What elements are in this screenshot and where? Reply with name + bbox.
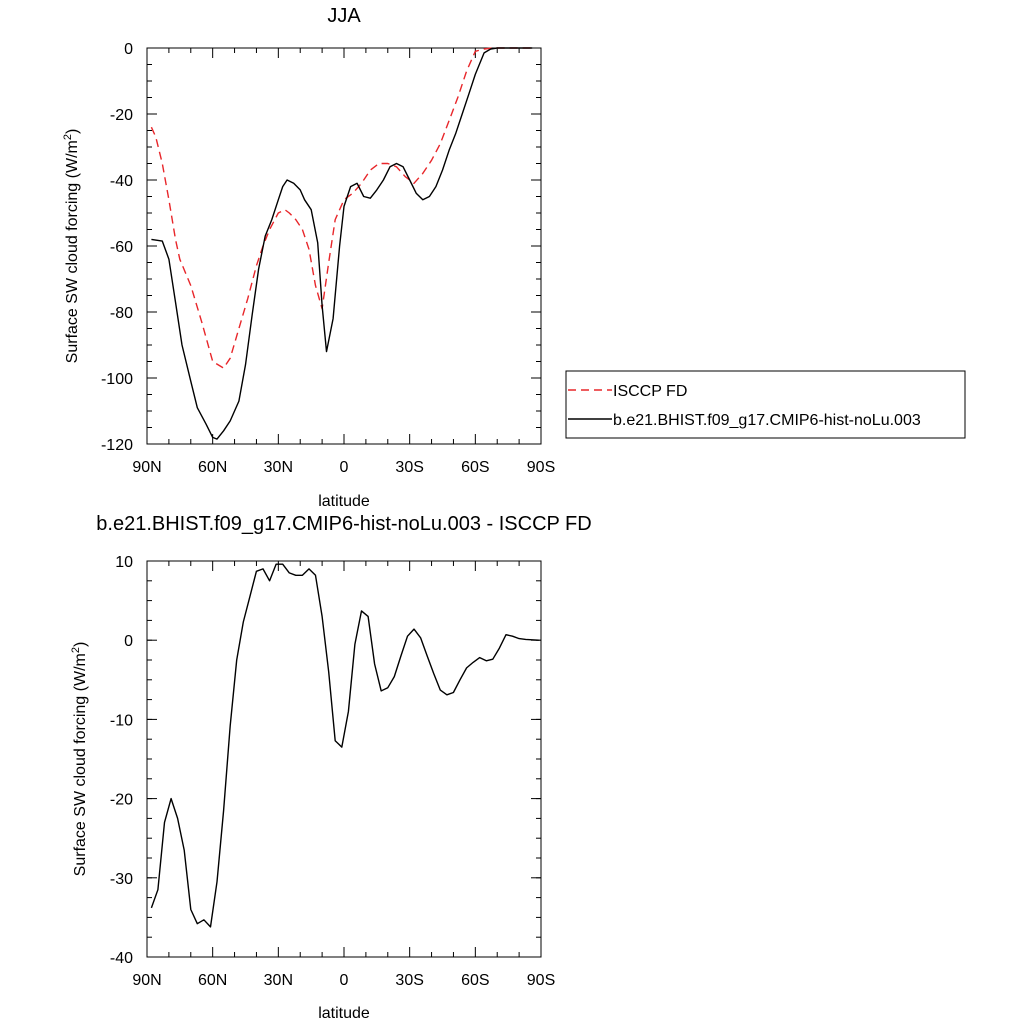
x-tick-label: 0 [340,459,349,476]
y-tick-label: 0 [124,41,133,58]
x-tick-label: 60S [461,459,489,476]
x-axis-label: latitude [318,1005,370,1022]
x-tick-label: 30S [395,459,423,476]
x-tick-label: 60N [198,459,227,476]
y-axis-label-sup: 2 [62,134,74,140]
x-tick-label: 90N [132,972,161,989]
legend-box [565,370,966,439]
y-axis-label: Surface SW cloud forcing (W/m2) [70,642,89,877]
x-tick-label: 30N [264,459,293,476]
y-tick-label: -20 [110,792,133,809]
x-tick-label: 90S [527,972,555,989]
y-tick-label: 0 [124,633,133,650]
y-axis-label: Surface SW cloud forcing (W/m2) [62,129,81,364]
x-tick-label: 30S [395,972,423,989]
y-axis-label-close: ) [72,642,89,647]
y-tick-label: -30 [110,871,133,888]
y-axis-label-text: Surface SW cloud forcing (W/m [64,140,81,363]
y-axis-label-sup: 2 [70,647,82,653]
y-axis-label-close: ) [64,129,81,134]
y-tick-label: -40 [110,950,133,967]
x-tick-label: 60N [198,972,227,989]
y-tick-label: -120 [101,437,133,454]
legend-label-model: b.e21.BHIST.f09_g17.CMIP6-hist-noLu.003 [613,412,921,429]
y-tick-label: -80 [110,305,133,322]
plot-frame [146,47,542,445]
plot-frame [146,560,542,958]
x-tick-label: 90N [132,459,161,476]
y-tick-label: -100 [101,371,133,388]
series-line-model [150,563,539,928]
bottom-panel-difference: 90N 60N 30N 0 30S 60S 90S 10 0 -10 -20 -30 -40 b.e21.… [70,513,592,1022]
y-tick-label: 10 [115,554,133,571]
x-tick-label: 90S [527,459,555,476]
y-tick-label: -20 [110,107,133,124]
chart-title: b.e21.BHIST.f09_g17.CMIP6-hist-noLu.003 … [96,513,591,535]
legend: ISCCP FD b.e21.BHIST.f09_g17.CMIP6-hist-n… [565,370,966,439]
chart-title: JJA [327,5,361,27]
series-line-isccp [150,47,533,369]
y-axis-label-text: Surface SW cloud forcing (W/m [72,653,89,876]
x-tick-label: 60S [461,972,489,989]
legend-label-isccp: ISCCP FD [613,383,687,400]
x-axis-label: latitude [318,493,370,510]
y-tick-label: -10 [110,712,133,729]
x-tick-label: 0 [340,972,349,989]
y-tick-label: -60 [110,239,133,256]
top-panel-jja: 90N 60N 30N 0 30S 60S 90S 0 -20 -40 -60 -80 -100 -120… [62,5,555,510]
y-tick-label: -40 [110,173,133,190]
series-line-model [151,47,533,440]
x-tick-label: 30N [264,972,293,989]
